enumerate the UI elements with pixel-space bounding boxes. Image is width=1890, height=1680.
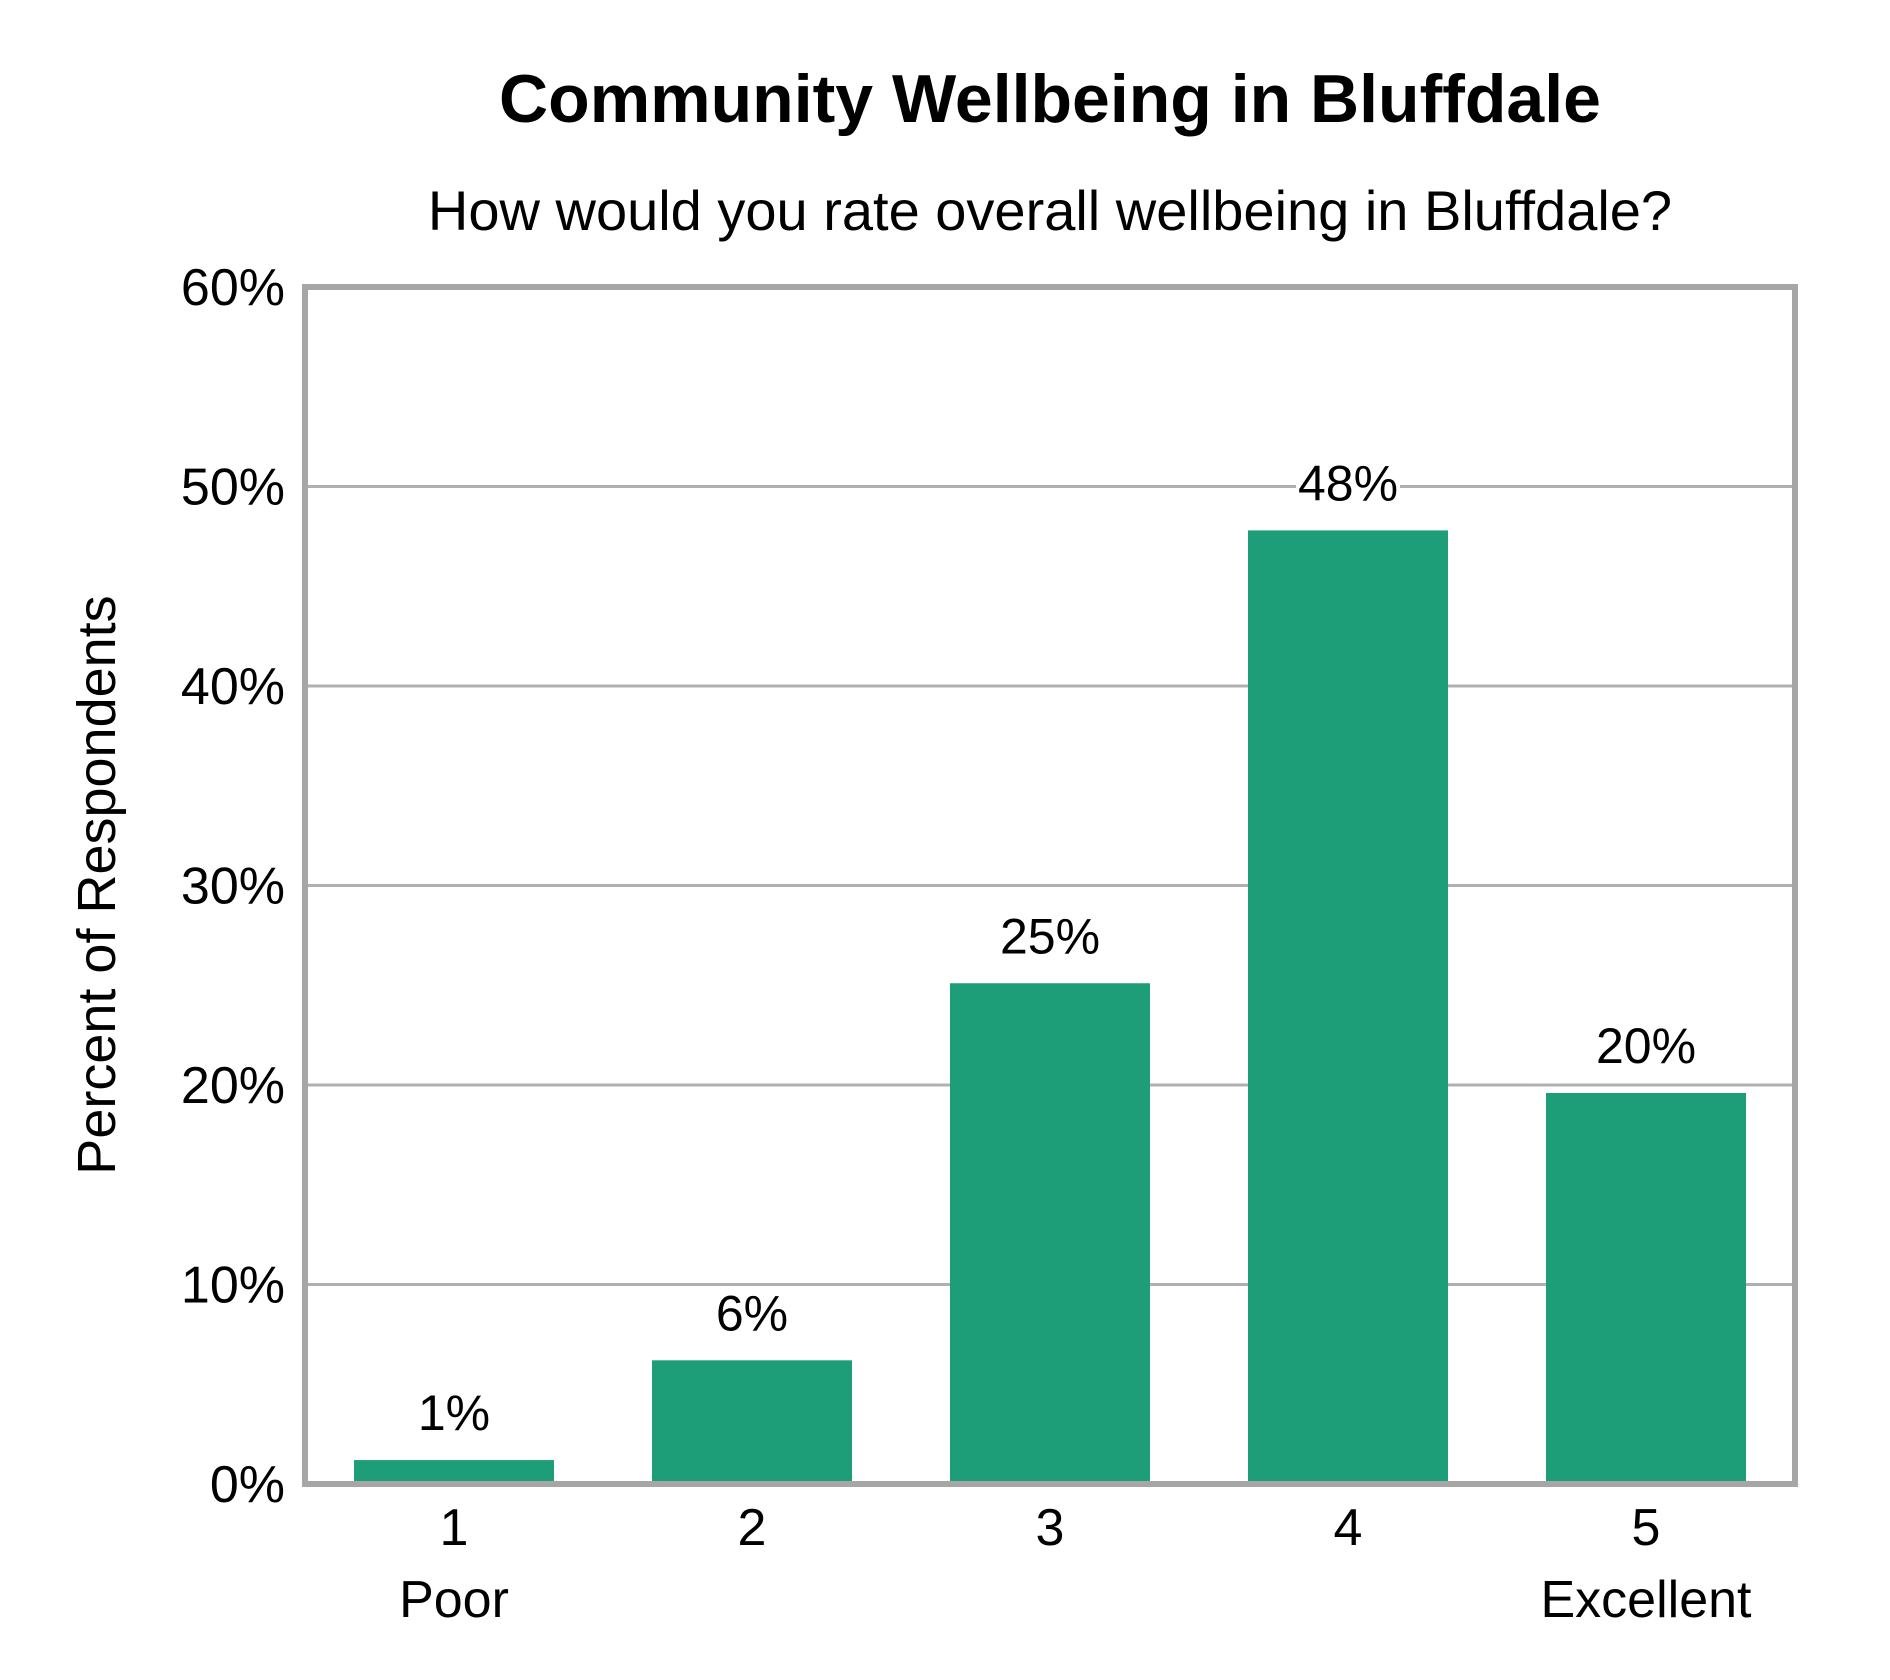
x-tick-label: 5 [1632,1499,1661,1557]
bar-4 [1248,530,1448,1484]
bar-1 [354,1460,554,1484]
data-label: 48% [1298,455,1398,511]
plot-frame [302,284,1798,1487]
y-tick-label: 10% [181,1257,285,1315]
y-tick-label: 60% [181,259,285,317]
y-axis-label: Percent of Respondents [67,595,127,1174]
bars [354,530,1746,1484]
data-label-background [417,1388,491,1443]
x-tick-label: 3 [1036,1499,1065,1557]
chart-subtitle: How would you rate overall wellbeing in … [428,179,1672,242]
bar-3 [950,983,1150,1484]
bar-5 [1546,1092,1746,1484]
y-tick-label: 50% [181,459,285,517]
data-label: 1% [418,1385,490,1441]
y-tick-label: 40% [181,658,285,716]
data-label: 25% [1000,908,1100,964]
y-axis-ticks: 0% 10% 20% 30% 40% 50% 60% [181,259,285,1514]
x-tick-sublabel: Excellent [1541,1571,1753,1629]
data-label: 20% [1596,1018,1696,1074]
data-label-background [998,911,1102,966]
x-tick-label: 4 [1334,1499,1363,1557]
data-label-background [1594,1020,1698,1075]
x-tick-label: 1 [440,1499,469,1557]
data-label-background [715,1288,789,1343]
y-tick-label: 20% [181,1057,285,1115]
x-tick-sublabel: Poor [399,1571,509,1629]
x-axis-ticks: 1 Poor 2 3 4 5 Excellent [399,1499,1752,1629]
chart-title: Community Wellbeing in Bluffdale [499,61,1601,137]
y-tick-label: 30% [181,858,285,916]
data-label-background [1296,458,1400,513]
data-label: 6% [716,1285,788,1341]
bar-2 [652,1360,852,1484]
y-tick-label: 0% [210,1456,285,1514]
data-labels: 1% 6% 25% 48% 20% [417,455,1698,1443]
x-tick-label: 2 [738,1499,767,1557]
